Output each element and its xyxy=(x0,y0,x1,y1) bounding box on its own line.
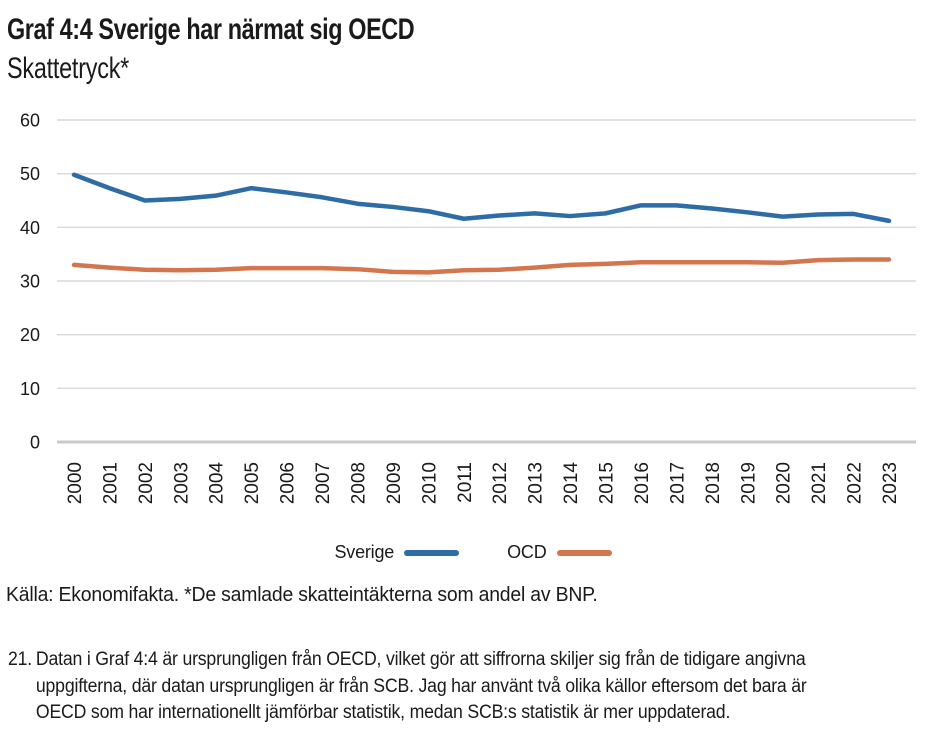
footnote: 21. Datan i Graf 4:4 är ursprungligen fr… xyxy=(8,647,924,727)
footnote-line: OECD som har internationellt jämförbar s… xyxy=(35,702,731,723)
chart-subtitle: Skattetryck* xyxy=(7,52,130,85)
y-tick-label: 30 xyxy=(20,272,40,292)
x-tick-label: 2001 xyxy=(100,462,121,504)
x-tick-label: 2012 xyxy=(490,462,511,504)
x-tick-label: 2017 xyxy=(667,462,688,504)
x-tick-label: 2009 xyxy=(384,462,405,504)
ocd-line-swatch-icon xyxy=(556,549,612,556)
x-tick-label: 2000 xyxy=(65,462,86,504)
x-tick-label: 2022 xyxy=(845,462,866,504)
x-tick-label: 2014 xyxy=(561,462,582,505)
legend-label-sverige: Sverige xyxy=(334,542,395,562)
legend-label-ocd: OCD xyxy=(507,542,547,562)
x-tick-label: 2005 xyxy=(242,462,263,504)
x-tick-label: 2016 xyxy=(632,462,653,504)
x-tick-label: 2003 xyxy=(171,462,192,504)
x-tick-label: 2008 xyxy=(348,462,369,504)
footnote-number: 21. xyxy=(8,649,33,670)
y-tick-label: 10 xyxy=(20,379,40,399)
x-tick-label: 2011 xyxy=(455,462,476,503)
series-line-sverige xyxy=(71,172,892,224)
x-tick-label: 2021 xyxy=(809,462,830,504)
y-tick-label: 20 xyxy=(20,325,40,345)
legend-item-sverige: Sverige xyxy=(334,542,460,563)
footnote-line: uppgifterna, där datan ursprungligen är … xyxy=(35,675,807,697)
line-chart: 0 10 20 30 40 50 60 2000 2001 2002 2003 2004 2005 200… xyxy=(20,111,916,505)
x-tick-label: 2018 xyxy=(703,462,724,504)
x-tick-label: 2023 xyxy=(880,462,901,504)
sverige-line-swatch-icon xyxy=(404,549,460,556)
chart-title: Graf 4:4 Sverige har närmat sig OECD xyxy=(7,13,415,46)
footnote-line: Datan i Graf 4:4 är ursprungligen från O… xyxy=(35,649,806,670)
footnote-text: Datan i Graf 4:4 är ursprungligen från O… xyxy=(8,647,924,727)
chart-legend: Sverige OCD xyxy=(0,542,946,563)
y-tick-label: 60 xyxy=(20,111,40,131)
legend-item-ocd: OCD xyxy=(507,542,612,563)
x-tick-label: 2019 xyxy=(738,462,759,504)
x-tick-label: 2020 xyxy=(774,462,795,504)
x-tick-label: 2002 xyxy=(136,462,157,504)
x-tick-label: 2004 xyxy=(207,462,228,505)
source-note: Källa: Ekonomifakta. *De samlade skattei… xyxy=(6,584,598,606)
series-line-ocd xyxy=(71,257,892,275)
y-tick-label: 40 xyxy=(20,218,40,238)
x-tick-label: 2006 xyxy=(278,462,299,504)
x-tick-label: 2013 xyxy=(526,462,547,504)
y-tick-label: 0 xyxy=(30,433,40,453)
y-tick-label: 50 xyxy=(20,164,40,184)
x-tick-label: 2007 xyxy=(313,462,334,504)
x-tick-label: 2015 xyxy=(597,462,618,504)
x-tick-label: 2010 xyxy=(419,462,440,504)
